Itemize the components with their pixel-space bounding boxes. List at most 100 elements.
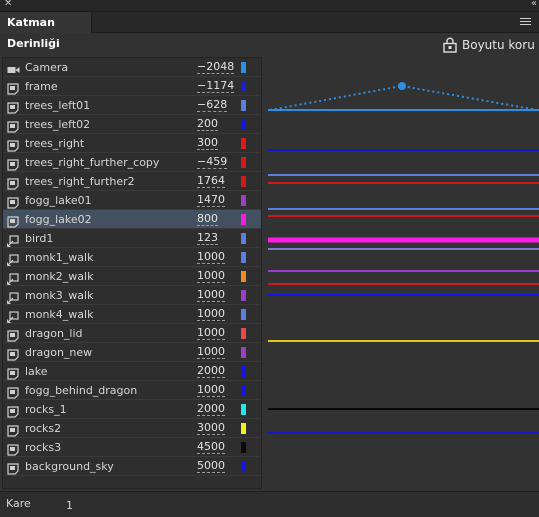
camera-frustum-line [269,84,538,111]
layer-name: trees_left02 [25,118,91,131]
layer-depth-value[interactable]: 1470 [197,193,225,207]
layer-depth-value[interactable]: 1000 [197,383,225,397]
layer-color-swatch [241,347,246,358]
layer-icon [7,403,20,418]
layer-color-swatch [241,461,246,472]
layer-row[interactable]: trees_left02 200 [3,115,261,134]
layer-depth-value[interactable]: −459 [197,155,228,169]
layer-name: lake [25,365,48,378]
layer-row[interactable]: rocks2 3000 [3,419,261,438]
layer-icon [7,460,20,475]
layer-depth-value[interactable]: 123 [197,231,218,245]
layer-icon [7,80,20,95]
layer-name: monk1_walk [25,251,94,264]
layer-depth-value[interactable]: 1000 [197,345,225,359]
layer-depth-value[interactable]: 300 [197,136,218,150]
layer-icon [7,213,20,228]
preserve-size-label: Boyutu koru [462,38,535,52]
layer-icon [7,346,20,361]
layer-row[interactable]: trees_right_further_copy −459 [3,153,261,172]
symbol-icon [6,289,20,305]
frame-value[interactable]: 1 [66,499,73,512]
layer-name: trees_left01 [25,99,91,112]
tab-bar: Katman Derinliği [0,12,539,50]
layer-icon [7,175,20,190]
layer-name: rocks3 [25,441,62,454]
layer-row[interactable]: Camera −2048 [3,58,261,77]
layer-row[interactable]: rocks3 4500 [3,438,261,457]
layer-depth-value[interactable]: 3000 [197,421,225,435]
symbol-icon [6,308,20,324]
layer-color-swatch [241,62,246,73]
panel-title-bar: ✕ ‹‹ [0,0,539,12]
layer-name: Camera [25,61,69,74]
depth-graph[interactable] [268,57,539,489]
layer-icon [7,99,20,114]
layer-name: trees_right [25,137,85,150]
layer-row[interactable]: monk1_walk 1000 [3,248,261,267]
layer-depth-value[interactable]: −628 [197,98,228,112]
panel-menu-icon[interactable] [520,18,531,27]
collapse-icon[interactable]: ‹‹ [531,0,537,9]
layer-row[interactable]: lake 2000 [3,362,261,381]
layer-depth-value[interactable]: −2048 [197,60,235,74]
layer-row[interactable]: bird1 123 [3,229,261,248]
layer-color-swatch [241,176,246,187]
layer-color-swatch [241,100,246,111]
tab-layer-depth[interactable]: Katman Derinliği [0,12,92,50]
layer-color-swatch [241,233,246,244]
layer-row[interactable]: fogg_behind_dragon 1000 [3,381,261,400]
layer-row[interactable]: trees_left01 −628 [3,96,261,115]
layer-depth-list: Camera −2048 frame −1174 trees_left01 −628 tre… [2,57,262,489]
layer-row[interactable]: background_sky 5000 [3,457,261,476]
layer-row[interactable]: fogg_lake02 800 [3,210,261,229]
layer-row[interactable]: trees_right_further2 1764 [3,172,261,191]
layer-name: background_sky [25,460,114,473]
layer-depth-value[interactable]: 1764 [197,174,225,188]
layer-color-swatch [241,214,246,225]
layer-color-swatch [241,138,246,149]
layer-row[interactable]: fogg_lake01 1470 [3,191,261,210]
layer-name: rocks_1 [25,403,67,416]
camera-icon [7,61,20,73]
layer-depth-value[interactable]: 2000 [197,402,225,416]
lock-icon [443,37,457,53]
layer-row[interactable]: dragon_lid 1000 [3,324,261,343]
layer-depth-value[interactable]: 1000 [197,326,225,340]
close-icon[interactable]: ✕ [4,0,13,9]
layer-name: fogg_lake02 [25,213,92,226]
layer-depth-value[interactable]: 4500 [197,440,225,454]
layer-depth-value[interactable]: 1000 [197,307,225,321]
layer-row[interactable]: dragon_new 1000 [3,343,261,362]
layer-row[interactable]: frame −1174 [3,77,261,96]
layer-icon [7,422,20,437]
layer-row[interactable]: monk3_walk 1000 [3,286,261,305]
symbol-icon [6,251,20,267]
layer-depth-value[interactable]: 1000 [197,288,225,302]
layer-name: monk3_walk [25,289,94,302]
camera-handle[interactable] [398,82,406,90]
layer-color-swatch [241,366,246,377]
layer-color-swatch [241,309,246,320]
layer-depth-value[interactable]: 800 [197,212,218,226]
layer-depth-value[interactable]: −1174 [197,79,235,93]
layer-name: frame [25,80,58,93]
layer-depth-value[interactable]: 2000 [197,364,225,378]
layer-color-swatch [241,328,246,339]
layer-depth-value[interactable]: 1000 [197,250,225,264]
footer-bar: Kare 1 [0,491,539,517]
layer-row[interactable]: monk4_walk 1000 [3,305,261,324]
layer-depth-value[interactable]: 5000 [197,459,225,473]
layer-depth-value[interactable]: 1000 [197,269,225,283]
layer-row[interactable]: rocks_1 2000 [3,400,261,419]
layer-row[interactable]: trees_right 300 [3,134,261,153]
depth-timeline[interactable] [268,57,539,489]
layer-name: monk4_walk [25,308,94,321]
layer-icon [7,156,20,171]
symbol-icon [6,270,20,286]
layer-name: rocks2 [25,422,62,435]
layer-icon [7,384,20,399]
layer-depth-value[interactable]: 200 [197,117,218,131]
layer-color-swatch [241,81,246,92]
layer-row[interactable]: monk2_walk 1000 [3,267,261,286]
